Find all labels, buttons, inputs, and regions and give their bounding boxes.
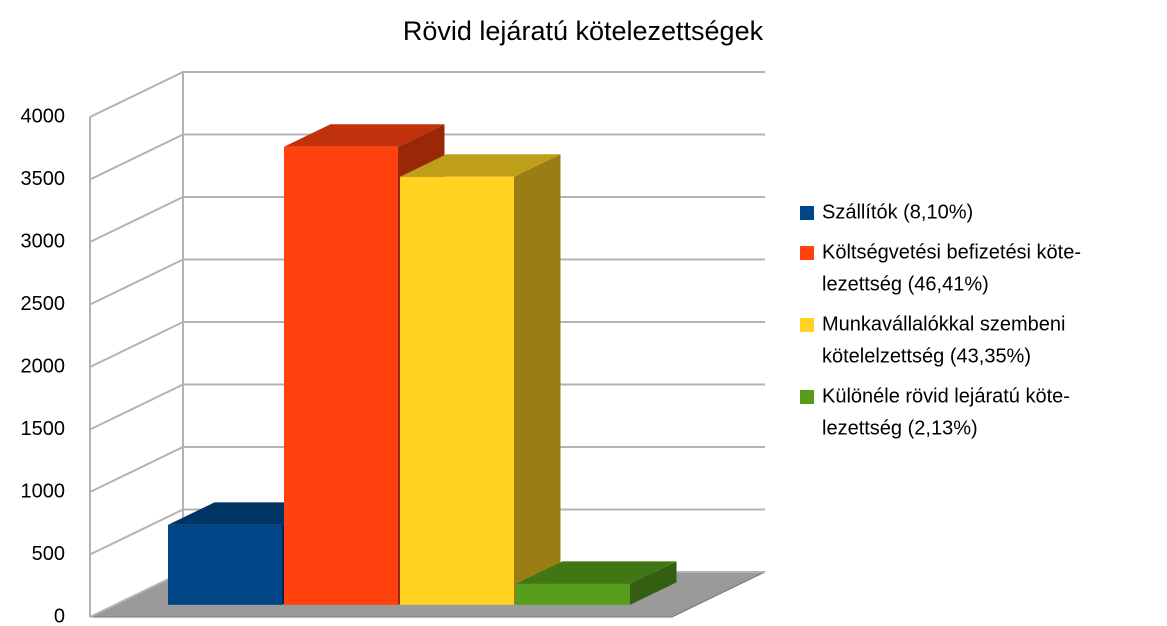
grid-line — [89, 446, 765, 493]
grid-line — [89, 321, 765, 368]
legend-label: Költségvetési befizetési köte- — [822, 241, 1081, 263]
grid-line — [89, 508, 765, 556]
bar — [516, 583, 630, 605]
grid-line — [89, 71, 765, 118]
bar — [284, 146, 398, 605]
legend-swatch — [800, 318, 814, 332]
bar — [400, 176, 514, 605]
legend-label: Szállítók (8,10%) — [822, 201, 973, 223]
bar-top — [284, 124, 445, 147]
legend-label: lezettség (2,13%) — [822, 417, 978, 439]
y-tick-label: 1000 — [21, 480, 66, 502]
y-tick-label: 2000 — [21, 355, 66, 377]
chart-title: Rövid lejáratú kötelezettségek — [403, 16, 764, 46]
y-tick-label: 3000 — [21, 230, 66, 252]
y-tick-label: 2500 — [21, 293, 66, 315]
legend-swatch — [800, 206, 814, 220]
legend-swatch — [800, 246, 814, 260]
y-tick-label: 500 — [32, 543, 65, 565]
legend-label: Különéle rövid lejáratú köte- — [822, 385, 1070, 407]
grid-line — [89, 383, 765, 431]
legend-label: kötelelzettség (43,35%) — [822, 345, 1031, 367]
grid-line — [89, 196, 765, 243]
grid-line — [89, 133, 765, 181]
bar-side — [630, 561, 677, 605]
y-tick-label: 0 — [54, 605, 65, 626]
bar-top — [516, 561, 677, 584]
legend-label: lezettség (46,41%) — [822, 273, 989, 295]
bar — [168, 524, 282, 605]
legend-swatch — [800, 390, 814, 404]
y-tick-label: 3500 — [21, 168, 66, 190]
grid-line — [89, 258, 765, 306]
bar-top — [400, 154, 561, 177]
bar-side — [514, 154, 561, 605]
y-tick-label: 4000 — [21, 105, 66, 127]
legend-label: Munkavállalókkal szembeni — [822, 313, 1065, 335]
y-tick-label: 1500 — [21, 418, 66, 440]
